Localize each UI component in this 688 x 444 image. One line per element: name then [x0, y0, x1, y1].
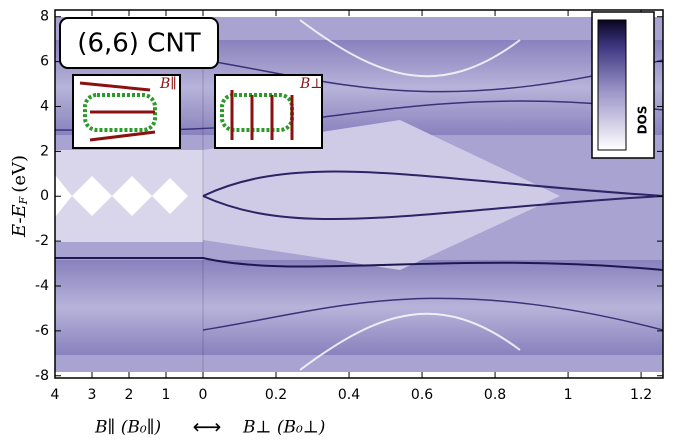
y-tick-label: -6 [35, 323, 49, 339]
density-map [55, 10, 663, 378]
y-axis-label: E-EF (eV) [9, 155, 30, 238]
y-label-unit: (eV) [9, 155, 30, 193]
y-tick-label: -8 [35, 368, 49, 384]
y-label-sub: F [17, 196, 30, 205]
y-tick-label: 2 [40, 143, 49, 159]
x-tick-label: 0 [199, 387, 208, 403]
title-box [59, 17, 219, 69]
x-label-left: B∥ (B₀∥) [94, 418, 161, 438]
x-tick-label: 4 [51, 387, 60, 403]
x-label-arrow: ⟷ [193, 415, 222, 439]
y-label-main: E-E [9, 204, 30, 238]
x-tick-label: 2 [125, 387, 134, 403]
colorbar: DOS [591, 11, 655, 159]
x-tick-label: 0.6 [411, 387, 433, 403]
y-tick-label: -2 [35, 233, 49, 249]
inset: B⊥ [214, 74, 323, 149]
x-tick-label: 3 [88, 387, 97, 403]
y-tick-label: 0 [40, 188, 49, 204]
x-tick-label: 0.8 [484, 387, 506, 403]
y-tick-label: 8 [40, 9, 49, 25]
x-label-right: B⊥ (B₀⊥) [242, 418, 325, 438]
plot-frame [54, 9, 664, 379]
colorbar-label: DOS [636, 106, 650, 135]
inset-label: B∥ [159, 76, 177, 92]
x-tick-label: 1 [564, 387, 573, 403]
inset-label: B⊥ [299, 76, 323, 92]
y-tick-label: 6 [40, 54, 49, 70]
x-tick-label: 0.4 [338, 387, 360, 403]
x-tick-label: 1.2 [630, 387, 652, 403]
chart-title: (6,6) CNT [77, 29, 201, 59]
y-tick-label: -4 [35, 278, 49, 294]
inset: B∥ [72, 74, 181, 149]
x-tick-label: 0.2 [265, 387, 287, 403]
y-tick-label: 4 [40, 98, 49, 114]
x-tick-label: 1 [162, 387, 171, 403]
